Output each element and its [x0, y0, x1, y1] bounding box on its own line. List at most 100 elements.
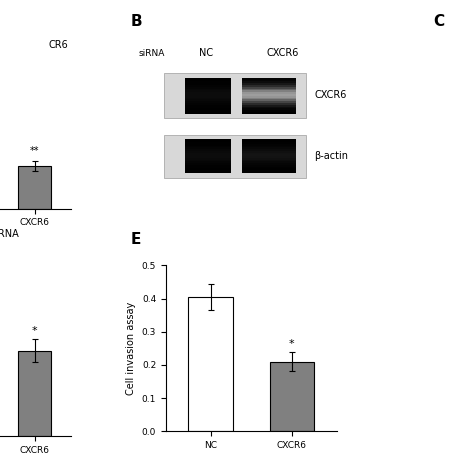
Bar [185, 142, 231, 144]
Bar [242, 147, 296, 149]
Bar [185, 94, 231, 96]
Bar [18, 351, 52, 436]
Bar [242, 146, 296, 147]
Bar [242, 110, 296, 112]
Bar [242, 172, 296, 173]
Bar [185, 89, 231, 91]
Bar [242, 158, 296, 160]
Bar [18, 166, 52, 209]
Bar [242, 82, 296, 83]
Bar [242, 153, 296, 155]
Bar [185, 160, 231, 161]
Bar [185, 103, 231, 105]
X-axis label: siRNA: siRNA [0, 228, 19, 239]
Bar [242, 109, 296, 110]
Bar [185, 83, 231, 85]
Bar [242, 166, 296, 168]
Bar [185, 100, 231, 101]
Bar [185, 105, 231, 107]
Bar [242, 142, 296, 144]
Bar [185, 139, 231, 141]
Bar [185, 147, 231, 149]
Bar [185, 112, 231, 114]
Bar [242, 83, 296, 85]
Bar [185, 155, 231, 156]
Bar [185, 96, 231, 98]
Bar [242, 170, 296, 172]
Bar [242, 112, 296, 114]
Bar [185, 149, 231, 151]
Text: β-actin: β-actin [314, 151, 348, 161]
Text: NC: NC [199, 48, 213, 58]
Bar [242, 87, 296, 89]
Bar [242, 149, 296, 151]
Bar [185, 101, 231, 103]
Bar [242, 89, 296, 91]
Bar [242, 151, 296, 153]
Bar [185, 78, 231, 80]
Bar [242, 156, 296, 158]
Text: CXCR6: CXCR6 [314, 90, 346, 100]
Bar [242, 155, 296, 156]
Bar [242, 107, 296, 109]
Text: **: ** [30, 146, 40, 156]
Bar [242, 80, 296, 82]
Bar [188, 297, 233, 431]
Bar [185, 163, 231, 165]
Bar [185, 168, 231, 170]
Text: E: E [130, 232, 141, 247]
Bar [242, 92, 296, 94]
Text: *: * [32, 326, 38, 336]
Bar [185, 158, 231, 160]
Text: CR6: CR6 [48, 40, 68, 50]
Bar [185, 91, 231, 92]
Bar [242, 165, 296, 166]
Bar [185, 82, 231, 83]
Bar [185, 80, 231, 82]
Bar [242, 103, 296, 105]
Bar [185, 161, 231, 163]
Bar [185, 87, 231, 89]
Bar [185, 144, 231, 146]
Text: siRNA: siRNA [139, 49, 165, 58]
Text: CXCR6: CXCR6 [267, 48, 299, 58]
Bar [185, 98, 231, 100]
Bar [185, 153, 231, 155]
Bar [185, 170, 231, 172]
Bar [185, 166, 231, 168]
Bar [185, 146, 231, 147]
Bar [164, 135, 306, 178]
Bar [185, 85, 231, 87]
Bar [185, 165, 231, 166]
Bar [242, 144, 296, 146]
Bar [242, 91, 296, 92]
Bar [242, 96, 296, 98]
Bar [185, 107, 231, 109]
Text: *: * [289, 339, 295, 349]
Bar [242, 105, 296, 107]
Bar [242, 139, 296, 141]
Text: C: C [434, 14, 445, 29]
Bar [242, 78, 296, 80]
Bar [270, 362, 314, 431]
Bar [242, 160, 296, 161]
Bar [185, 110, 231, 112]
Bar [242, 101, 296, 103]
Bar [185, 151, 231, 153]
Bar [242, 100, 296, 101]
Text: B: B [130, 14, 142, 29]
Bar [185, 172, 231, 173]
Bar [185, 156, 231, 158]
Bar [242, 161, 296, 163]
Bar [185, 92, 231, 94]
Bar [242, 168, 296, 170]
Bar [242, 94, 296, 96]
Bar [242, 85, 296, 87]
Bar [185, 141, 231, 142]
Bar [242, 141, 296, 142]
Bar [242, 98, 296, 100]
Bar [242, 163, 296, 165]
Bar [185, 109, 231, 110]
Bar [164, 73, 306, 118]
Y-axis label: Cell invasion assay: Cell invasion assay [126, 302, 136, 395]
